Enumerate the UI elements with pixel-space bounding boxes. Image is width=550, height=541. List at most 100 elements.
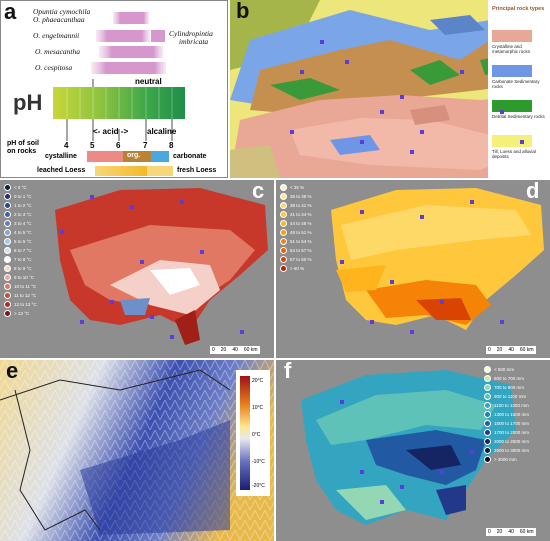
legend-swatch <box>484 384 491 391</box>
legend-label: 1300 to 1500 mm <box>494 412 530 417</box>
species-label: O. engelmannii <box>33 31 80 40</box>
panel-d-humidity-map: d < 35 % 35 to 38 % 38 to 41 % 41 to 44 % 44… <box>276 180 550 358</box>
legend-swatch <box>280 193 287 200</box>
scale-tick: 60 km <box>519 529 534 535</box>
legend-label: 38 to 41 % <box>290 203 312 208</box>
legend-entry: 8 to 9 °C <box>4 265 32 272</box>
leached-loess-bar <box>95 166 147 176</box>
legend-swatch <box>280 229 287 236</box>
legend-entry: 57 to 60 % <box>280 256 312 263</box>
legend-label: 500 to 700 mm <box>494 376 525 381</box>
species-label: Opuntia cymochila <box>33 7 91 16</box>
legend-swatch <box>484 411 491 418</box>
legend-entry: 1300 to 1500 mm <box>484 411 529 418</box>
legend-label: > 3000 mm <box>494 457 517 462</box>
scale-tick: 40 <box>508 347 514 353</box>
legend-swatch <box>4 301 11 308</box>
temperature-map <box>0 180 274 358</box>
ph-diagram <box>53 12 185 176</box>
fresh-loess-label: fresh Loess <box>177 167 217 174</box>
legend-label: < 0 °C <box>14 185 27 190</box>
colorbar-label: 0°C <box>252 432 261 438</box>
legend-entry: 500 to 700 mm <box>484 375 524 382</box>
legend-entry: 54 to 57 % <box>280 247 312 254</box>
legend-entry: < 500 mm <box>484 366 514 373</box>
legend-label: 3 to 4 °C <box>14 221 32 226</box>
scale-tick: 20 <box>220 347 227 353</box>
org-bar <box>123 151 151 162</box>
legend-label: < 35 % <box>290 185 305 190</box>
leached-loess-label: leached Loess <box>37 167 86 174</box>
legend-label: > 60 % <box>290 266 305 271</box>
legend-entry: 41 to 44 % <box>280 211 312 218</box>
scale-bar-c: 0 20 40 60 km <box>210 346 260 354</box>
rock-legend-label: Till, Loess and alluvial deposits <box>492 149 536 159</box>
ph-tick-5: 5 <box>90 141 95 150</box>
legend-swatch <box>4 184 11 191</box>
scale-bar-d: 0 20 40 60 km <box>486 346 536 354</box>
legend-label: 2 to 3 °C <box>14 212 32 217</box>
legend-label: 0 to 1 °C <box>14 194 32 199</box>
legend-entry: 3 to 4 °C <box>4 220 32 227</box>
ph-tick-4: 4 <box>64 141 69 150</box>
species-label: O. mesacantha <box>35 47 80 56</box>
legend-entry: 1 to 2 °C <box>4 202 32 209</box>
legend-swatch <box>484 366 491 373</box>
scale-tick: 40 <box>232 347 238 353</box>
legend-entry: < 0 °C <box>4 184 27 191</box>
colorbar-gradient <box>240 376 250 490</box>
legend-swatch <box>484 375 491 382</box>
legend-label: 1500 to 1700 mm <box>494 421 530 426</box>
legend-entry: 38 to 41 % <box>280 202 312 209</box>
legend-swatch <box>4 292 11 299</box>
legend-entry: 700 to 900 mm <box>484 384 524 391</box>
legend-swatch <box>484 393 491 400</box>
scale-tick: 0 <box>488 347 491 353</box>
acid-label: <- acid -> <box>93 127 129 136</box>
legend-label: 5 to 6 °C <box>14 239 32 244</box>
species-bar-cylindropuntia <box>151 30 165 42</box>
legend-swatch <box>4 211 11 218</box>
legend-swatch <box>4 247 11 254</box>
rock-legend-label: Crystalline and metamorphic rocks <box>492 44 531 54</box>
panel-f-precipitation-map: f < 500 mm 500 to 700 mm 700 to 900 mm 900 … <box>276 360 550 541</box>
carbonate-bar <box>151 151 169 162</box>
legend-label: 44 to 48 % <box>290 221 312 226</box>
legend-entry: 1500 to 1700 mm <box>484 420 529 427</box>
species-bar-engelmannii <box>96 30 150 42</box>
rock-legend-swatch <box>492 30 532 42</box>
rock-legend: Principal rock types Crystalline and met… <box>488 0 550 178</box>
panel-e-label: e <box>6 360 19 383</box>
legend-swatch <box>4 229 11 236</box>
alcaline-label: alcaline <box>147 127 177 136</box>
legend-swatch <box>280 238 287 245</box>
scale-tick: 20 <box>496 347 503 353</box>
scale-tick: 40 <box>508 529 514 535</box>
rock-legend-swatch <box>492 100 532 112</box>
legend-swatch <box>4 256 11 263</box>
precipitation-map <box>276 360 550 541</box>
legend-swatch <box>4 193 11 200</box>
legend-entry: 1100 to 1300 mm <box>484 402 529 409</box>
legend-entry: 2500 to 3000 mm <box>484 447 529 454</box>
legend-label: 54 to 57 % <box>290 248 312 253</box>
species-bar-cymochila <box>113 12 149 24</box>
legend-entry: 11 to 12 °C <box>4 292 36 299</box>
panel-d-label: d <box>526 180 540 203</box>
fresh-loess-bar <box>147 166 173 176</box>
panel-c-label: c <box>252 180 265 203</box>
legend-label: < 500 mm <box>494 367 515 372</box>
species-bar-cespitosa <box>91 62 166 74</box>
species-label: imbricata <box>179 37 209 46</box>
legend-entry: 2000 to 2500 mm <box>484 438 529 445</box>
legend-entry: 51 to 54 % <box>280 238 312 245</box>
legend-swatch <box>4 265 11 272</box>
legend-swatch <box>280 211 287 218</box>
legend-entry: 7 to 8 °C <box>4 256 32 263</box>
scale-bar-f: 0 20 40 60 km <box>486 528 536 536</box>
legend-swatch <box>280 265 287 272</box>
species-bar-mesacantha <box>99 46 163 58</box>
humidity-map <box>276 180 550 358</box>
legend-swatch <box>484 420 491 427</box>
rock-legend-label: Carbonate Sedimentary rocks <box>492 79 540 89</box>
